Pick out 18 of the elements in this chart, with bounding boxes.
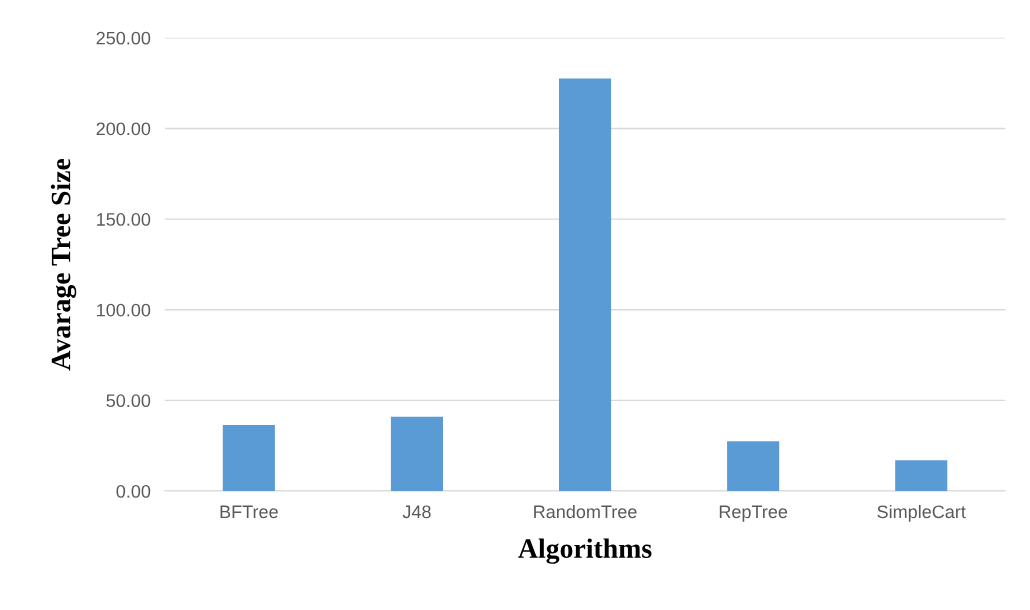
x-tick-label: BFTree	[220, 505, 278, 519]
bar	[222, 424, 275, 492]
y-tick-label: 200.00	[96, 122, 151, 136]
y-tick-label: 0.00	[116, 484, 151, 498]
y-tick-label: 100.00	[97, 303, 151, 317]
y-tick-label: 250.00	[96, 31, 151, 45]
x-tick-label: RepTree	[719, 505, 788, 522]
bar	[895, 460, 948, 492]
x-tick-label: SimpleCart	[877, 504, 966, 522]
bar	[727, 441, 780, 492]
bar	[558, 78, 612, 492]
x-axis-title: Algorithms	[518, 538, 652, 564]
bar	[390, 416, 443, 492]
y-axis-title: Avarage Tree Size	[50, 158, 77, 371]
y-tick-label: 150.00	[97, 213, 151, 226]
x-tick-label: RandomTree	[534, 504, 637, 519]
y-tick-label: 50.00	[106, 394, 151, 408]
x-tick-label: J48	[402, 505, 431, 519]
